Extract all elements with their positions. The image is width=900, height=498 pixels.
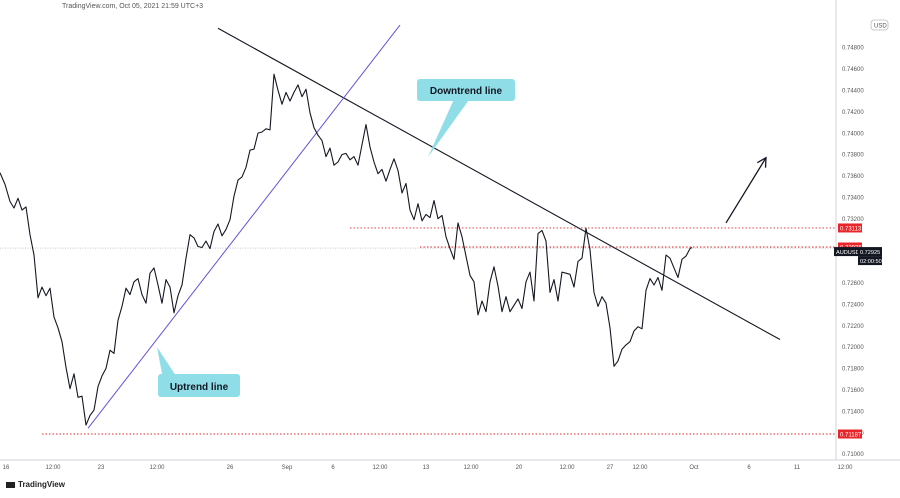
y-tick-label: 0.74400: [842, 88, 864, 94]
bullish-arrow-line: [725, 157, 767, 224]
price-series-line: [0, 73, 693, 426]
y-tick-label: 0.71600: [842, 388, 864, 394]
y-tick-label: 0.72600: [842, 281, 864, 287]
x-tick-label: 12:00: [463, 465, 479, 471]
downtrend-callout-pointer: [428, 97, 471, 157]
symbol-tag-bg: [834, 247, 858, 257]
bullish-arrow-icon: [757, 156, 767, 168]
y-tick-label: 0.74800: [842, 46, 864, 52]
x-tick-label: 12:00: [372, 465, 388, 471]
x-tick-label: 26: [227, 465, 234, 471]
y-tick-label: 0.74600: [842, 67, 864, 73]
y-tick-label: 0.74000: [842, 131, 864, 137]
tradingview-logo-text: TradingView: [18, 480, 65, 489]
support-price-tag: 0.71187: [840, 432, 862, 438]
x-tick-label: 13: [423, 465, 430, 471]
y-tick-label: 0.73800: [842, 153, 864, 159]
downtrend-trendline: [217, 27, 781, 341]
x-tick-label: 27: [607, 465, 614, 471]
uptrend-callout-pointer: [157, 347, 178, 379]
y-tick-label: 0.73200: [842, 217, 864, 223]
x-tick-label: 6: [331, 465, 335, 471]
uptrend-trendline: [87, 24, 401, 429]
y-tick-label: 0.72200: [842, 324, 864, 330]
downtrend-callout-box: [417, 79, 515, 101]
y-tick-label: 0.71800: [842, 367, 864, 373]
y-tick-label: 0.72000: [842, 345, 864, 351]
x-tick-label: 12:00: [559, 465, 575, 471]
symbol-tag: AUDUSD: [836, 250, 860, 256]
x-tick-label: 6: [747, 465, 751, 471]
tradingview-logo-icon: [6, 481, 15, 488]
x-tick-label: 11: [794, 465, 801, 471]
x-tick-label: 12:00: [149, 465, 165, 471]
uptrend-callout-box: [158, 374, 240, 397]
chart-header: TradingView.com, Oct 05, 2021 21:59 UTC+…: [62, 3, 204, 10]
currency-label: USD: [874, 24, 887, 30]
resistance-price-tag: 0.73113: [840, 226, 862, 232]
x-tick-label: 20: [516, 465, 523, 471]
tradingview-logo: TradingView: [6, 480, 65, 489]
y-tick-label: 0.71000: [842, 452, 864, 458]
resistance-price-tag-bg: [838, 223, 862, 233]
x-tick-label: 16: [3, 465, 10, 471]
countdown-tag: 02:00:50: [860, 259, 882, 265]
x-tick-label: 23: [98, 465, 105, 471]
y-tick-label: 0.71400: [842, 409, 864, 415]
x-tick-label: 12:00: [632, 465, 648, 471]
y-tick-label: 0.72400: [842, 302, 864, 308]
uptrend-label: Uptrend line: [170, 382, 229, 393]
x-tick-label: 12:00: [837, 465, 853, 471]
x-tick-label: 12:00: [45, 465, 61, 471]
countdown-tag-bg: [858, 256, 882, 266]
y-tick-label: 0.74200: [842, 110, 864, 116]
y-tick-label: 0.73600: [842, 174, 864, 180]
x-tick-label: Oct: [689, 465, 699, 471]
last-price-tag: 0.72925: [860, 250, 880, 256]
x-tick-label: Sep: [282, 465, 293, 471]
y-tick-label: 0.73400: [842, 195, 864, 201]
upper-price-tag-bg: [838, 242, 862, 252]
downtrend-label: Downtrend line: [430, 86, 503, 97]
last-price-tag-bg: [858, 247, 882, 257]
support-price-tag-bg: [838, 429, 862, 439]
currency-badge: [870, 19, 889, 31]
